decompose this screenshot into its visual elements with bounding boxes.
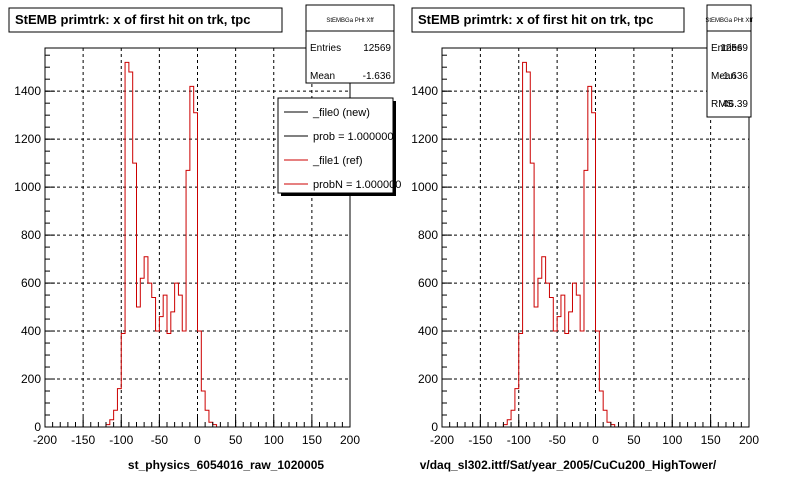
stats-value: 12569 (720, 43, 748, 54)
stats-value: 46.39 (723, 99, 748, 110)
x-tick-label: -50 (548, 433, 566, 447)
y-tick-label: 400 (418, 324, 438, 338)
y-tick-label: 800 (21, 228, 41, 242)
x-tick-label: 100 (662, 433, 682, 447)
stats-value: -1.636 (363, 71, 392, 82)
y-tick-label: 800 (418, 228, 438, 242)
y-tick-label: 1400 (411, 84, 438, 98)
x-tick-label: 150 (302, 433, 322, 447)
stats-label: RMS (711, 99, 734, 110)
legend-box (277, 97, 394, 194)
x-tick-label: 200 (340, 433, 360, 447)
stats-label: Mean (310, 71, 335, 82)
x-tick-label: 0 (592, 433, 599, 447)
x-tick-label: -100 (507, 433, 531, 447)
stats-box (305, 4, 395, 84)
x-tick-label: -50 (151, 433, 169, 447)
stats-label: Entries (310, 43, 341, 54)
chart-title: StEMB primtrk: x of first hit on trk, tp… (15, 12, 250, 27)
stats-box (706, 4, 752, 118)
x-tick-label: 0 (194, 433, 201, 447)
y-tick-label: 1200 (411, 132, 438, 146)
y-tick-label: 600 (21, 276, 41, 290)
x-tick-label: 50 (627, 433, 641, 447)
y-tick-label: 1200 (14, 132, 41, 146)
x-tick-label: 50 (229, 433, 243, 447)
x-axis-label: st_physics_6054016_raw_1020005 (128, 458, 324, 472)
panel-1: StEMB primtrk: x of first hit on trk, tp… (8, 4, 401, 472)
stats-label: Mean (711, 71, 736, 82)
x-tick-label: -200 (430, 433, 454, 447)
y-tick-label: 600 (418, 276, 438, 290)
y-tick-label: 200 (418, 372, 438, 386)
legend-label: _file0 (new) (312, 107, 370, 119)
stats-label: Entries (711, 43, 742, 54)
stats-header: StEMBGa PHt Xff (705, 18, 753, 24)
x-tick-label: 200 (739, 433, 759, 447)
y-tick-label: 400 (21, 324, 41, 338)
chart-title: StEMB primtrk: x of first hit on trk, tp… (418, 12, 653, 27)
stats-header: StEMBGa PHt Xff (326, 18, 374, 24)
x-tick-label: -100 (109, 433, 133, 447)
y-tick-label: 200 (21, 372, 41, 386)
stats-value: 12569 (363, 43, 391, 54)
title-box (8, 7, 283, 33)
stats-value: -1.636 (720, 71, 749, 82)
x-tick-label: -150 (468, 433, 492, 447)
y-tick-label: 0 (34, 420, 41, 434)
y-tick-label: 1000 (14, 180, 41, 194)
y-tick-label: 1400 (14, 84, 41, 98)
legend-label: _file1 (ref) (312, 155, 363, 167)
x-tick-label: 150 (701, 433, 721, 447)
x-tick-label: -150 (71, 433, 95, 447)
x-tick-label: 100 (264, 433, 284, 447)
x-tick-label: -200 (33, 433, 57, 447)
legend-label: prob = 1.000000 (313, 131, 393, 143)
x-axis-label: v/daq_sl302.ittf/Sat/year_2005/CuCu200_H… (420, 458, 717, 472)
y-tick-label: 0 (431, 420, 438, 434)
legend-label: probN = 1.000000 (313, 179, 401, 191)
panel-2: StEMB primtrk: x of first hit on trk, tp… (411, 4, 759, 472)
title-box (411, 7, 685, 33)
y-tick-label: 1000 (411, 180, 438, 194)
